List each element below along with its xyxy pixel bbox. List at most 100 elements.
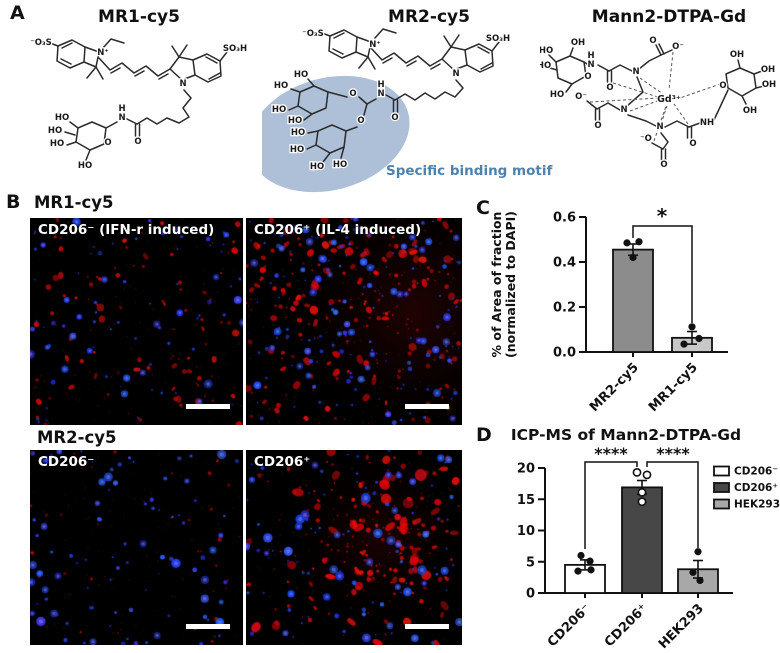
chart-area-fraction: 0.0 0.2 0.4 0.6 MR2-cy5 MR1-cy5 % of Area of f… [489,204,728,415]
atom-label: H [377,80,384,90]
y-tick-label: 0.0 [553,346,576,361]
atom-label: N⁺ [369,40,381,50]
atom-label: H [118,104,125,114]
atom-label: N [656,122,663,132]
atom-label: HO [272,105,286,115]
atom-label: O [660,160,667,170]
micro-canvas [30,218,243,425]
x-category-label: MR1-cy5 [646,360,701,415]
data-point [586,557,594,565]
panel-label-d: D [476,424,492,446]
atom-label: H [587,51,594,61]
y-tick-label: 15 [517,493,535,508]
atom-label: OH [761,65,775,75]
x-category-label: CD206⁻ [545,601,594,650]
panel-label-b: B [6,191,21,213]
legend-label: HEK293 [734,499,780,511]
y-tick-label: 0 [526,587,535,602]
data-point [623,239,631,247]
atom-label: N [179,79,186,89]
atom-label: O [134,137,141,147]
data-point [587,566,595,574]
atom-label: O [689,139,696,149]
atom-label: HO [288,116,302,126]
y-tick-label: 10 [517,524,535,539]
data-point [577,551,585,560]
significance-label: **** [656,444,690,463]
atom-label: N [452,69,459,79]
legend-swatch [713,465,730,477]
atom-label: O [349,89,356,99]
y-axis-title: % of Area of fraction [489,212,504,358]
micro-image-mr1-cd206neg: CD206⁻ (IFN-r induced) [30,218,243,425]
micro-canvas [246,218,462,425]
atom-label: O⁻ [575,92,587,102]
atom-label: HO [291,128,305,138]
x-category-label: MR2-cy5 [587,360,642,415]
legend-swatch [713,482,730,493]
atom-label: N⁺ [97,48,109,58]
atom-label: ⁻O₃S [30,38,52,48]
atom-label: N [118,113,125,123]
axes [585,217,728,353]
atom-label: HO [333,160,347,170]
legend-swatch [713,498,730,510]
atom-label: ⁻O₃S [302,29,324,39]
atom-label: O⁻ [672,42,684,52]
scale-bar [186,404,230,409]
atom-label: Gd³⁺ [657,94,681,105]
atom-label: O [594,121,601,131]
atom-label: HO [274,81,288,91]
data-point [696,576,704,585]
atom-label: OH [762,80,776,90]
micro-image-label: CD206⁻ [38,454,95,470]
legend-label: CD206⁺ [734,482,778,494]
x-category-label: HEK293 [656,601,707,652]
atom-label: HO [55,113,69,123]
y-tick-label: 0.6 [553,211,576,226]
atom-label: HO [78,161,92,171]
atom-label: O [584,72,591,82]
atom-label: N [587,60,594,70]
data-point [689,568,697,576]
atom-label: HO [310,162,324,172]
structure-title-mann2: Mann2-DTPA-Gd [591,7,747,27]
micro-image-label: CD206⁻ (IFN-r induced) [38,222,215,238]
data-point [694,548,702,556]
data-point [635,238,643,246]
scale-bar [405,624,449,629]
data-point [574,567,582,575]
micro-image-mr2-cd206pos: CD206⁺ [246,450,462,645]
significance-label: * [657,204,668,228]
data-point [632,467,642,477]
significance-label: **** [594,444,628,463]
atom-label: O [606,83,613,93]
bar-MR2-cy5 [612,248,654,353]
scale-bar [405,404,449,409]
atom-label: OH [571,38,585,48]
legend-label: CD206⁻ [734,466,778,478]
structure-title-mr2: MR2-cy5 [388,7,470,27]
atom-label: O [357,116,364,126]
atom-label: NH [700,118,714,128]
atom-label: HO [540,61,551,71]
atom-label: HO [48,126,62,136]
y-tick-label: 0.2 [553,301,576,316]
micro-canvas [30,450,243,645]
data-point [629,253,637,262]
data-point [637,487,647,497]
atom-label: OH [730,50,744,60]
atom-label: ⁻O [640,134,652,144]
micro-canvas [246,450,462,645]
scale-bar [186,624,230,629]
micro-image-label: CD206⁺ (IL-4 induced) [254,222,422,238]
atom-label: HO [540,46,553,56]
data-point [695,334,703,343]
significance-bracket [632,225,693,323]
atom-label: O [649,36,656,46]
binding-motif-caption: Specific binding motif [386,163,553,179]
y-tick-label: 20 [517,462,535,477]
